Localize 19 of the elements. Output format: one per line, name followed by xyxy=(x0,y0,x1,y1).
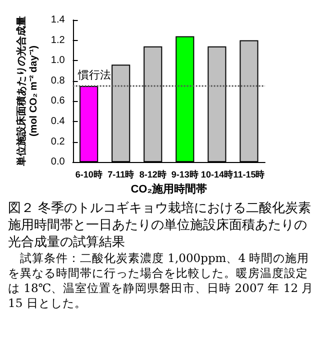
y-tick-label: 0.0 xyxy=(50,156,66,168)
x-tick-label: 8-12時 xyxy=(139,170,166,180)
y-tick-label: 0.4 xyxy=(50,116,66,127)
y-tick-label: 0.8 xyxy=(50,75,66,86)
y-tick-label: 1.2 xyxy=(50,34,66,46)
text: 試算条件：二酸化炭素濃度 1,000ppm、4 時間の施用を異なる時間帯に行った場合を比較した。暖房温度設定は 18℃、温室位置を静岡県磐田市、日時 2007 年 12 月 15 日とした。 xyxy=(8,251,315,311)
y-tick-label: 0.2 xyxy=(50,136,66,148)
x-tick-label: 9-13時 xyxy=(171,170,198,180)
y-axis-title: 単位施設床面積あたりの光合成量 (mol CO₂ m⁻² day⁻¹) xyxy=(16,16,40,168)
y-tick-label: 1.4 xyxy=(50,14,66,26)
y-tick-label: 1.0 xyxy=(50,55,66,66)
x-tick-label: 7-11時 xyxy=(108,170,134,180)
y-tick-label: 0.6 xyxy=(50,96,66,107)
x-axis-title: CO₂施用時間帯 xyxy=(130,182,208,196)
x-tick-label: 6-10時 xyxy=(75,170,102,180)
x-tick-label: 10-14時 xyxy=(200,170,233,180)
ref-line-label: 慣行法 xyxy=(76,68,111,82)
x-tick-label: 11-15時 xyxy=(233,170,265,180)
caption: 図２ 冬季のトルコギキョウ栽培における二酸化炭素施用時間帯と一日あたりの単位施設床面積あたりの光合成量の試算結果 xyxy=(8,200,312,251)
